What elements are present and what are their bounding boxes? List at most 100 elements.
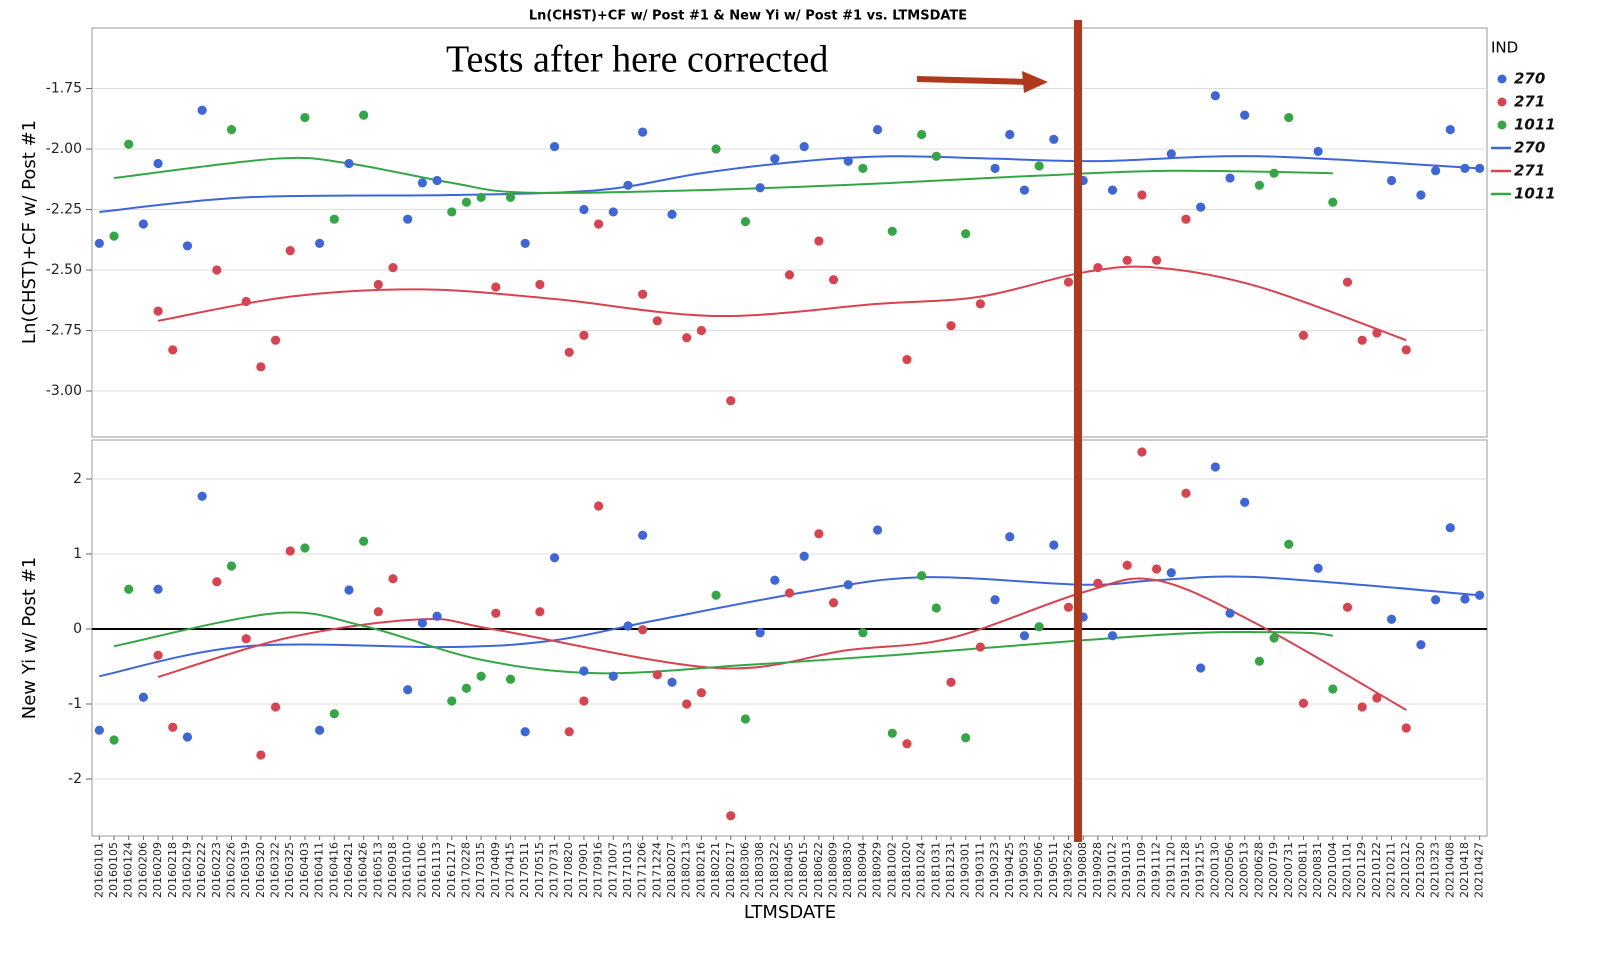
data-point <box>1107 631 1118 641</box>
data-point <box>315 725 325 735</box>
data-point <box>461 197 472 207</box>
data-point <box>1342 277 1353 287</box>
data-point <box>403 214 413 224</box>
data-point <box>990 163 1000 173</box>
x-tick-label: 20180622 <box>812 842 825 898</box>
x-tick-label: 20170409 <box>489 842 502 898</box>
legend-label: 1011 <box>1514 185 1556 203</box>
x-tick-label: 20210418 <box>1458 842 1471 898</box>
data-point <box>168 722 178 732</box>
data-point <box>1152 564 1162 574</box>
annotation-arrowhead <box>1022 71 1048 93</box>
data-point <box>917 129 927 140</box>
data-point <box>579 696 589 706</box>
x-tick-label: 20191120 <box>1164 842 1177 898</box>
plot-frame <box>91 27 1488 438</box>
data-point <box>917 571 927 581</box>
x-tick-label: 20181031 <box>929 842 942 898</box>
y-tick-label: -2 <box>68 771 82 787</box>
data-point <box>300 112 310 123</box>
data-point <box>285 546 295 556</box>
data-point <box>1284 112 1294 123</box>
x-tick-label: 20171007 <box>606 842 619 898</box>
x-tick-label: 20160222 <box>195 842 208 898</box>
data-point <box>638 289 648 299</box>
data-point <box>1460 594 1470 604</box>
data-point <box>476 671 486 681</box>
data-point <box>726 396 736 406</box>
data-point <box>696 325 706 336</box>
data-point <box>226 125 237 135</box>
data-point <box>784 270 795 280</box>
data-point <box>344 158 354 169</box>
x-tick-label: 20190323 <box>988 842 1001 898</box>
x-tick-label: 20201129 <box>1355 842 1368 898</box>
plot-layer: -1.75 -2.00 -2.25 -2.50 -2.75 -3.00 2 1 0 -1 -2 201… <box>46 27 1556 898</box>
x-tick-label: 20190808 <box>1076 842 1089 898</box>
data-point <box>491 608 501 618</box>
data-point <box>447 696 457 706</box>
x-tick-label: 20181024 <box>915 842 928 898</box>
x-tick-label: 20180216 <box>694 842 707 898</box>
data-point <box>212 265 222 275</box>
data-point <box>608 671 618 681</box>
x-tick-label: 20171013 <box>621 842 634 898</box>
data-point <box>1093 578 1103 588</box>
data-point <box>1225 608 1235 618</box>
x-tick-label: 20191128 <box>1179 842 1192 898</box>
data-point <box>1005 129 1015 140</box>
data-point <box>828 598 839 608</box>
y-tick-label: 0 <box>73 621 82 637</box>
data-point <box>638 127 648 137</box>
data-point <box>770 575 780 585</box>
data-point <box>887 226 897 236</box>
data-point <box>1298 330 1309 340</box>
data-point <box>1328 684 1338 694</box>
x-tick-label: 20181002 <box>885 842 898 898</box>
data-point <box>1225 173 1235 183</box>
data-point <box>990 595 1000 605</box>
y-tick-label: -2.00 <box>46 141 82 157</box>
x-tick-label: 20200130 <box>1208 842 1221 898</box>
data-point <box>594 501 604 511</box>
legend-title: IND <box>1491 39 1518 57</box>
data-point <box>329 214 339 224</box>
smoother-line <box>99 155 1480 213</box>
data-point <box>197 105 207 115</box>
x-tick-label: 20160411 <box>313 842 326 898</box>
x-tick-label: 20191215 <box>1194 842 1207 898</box>
data-point <box>212 577 222 587</box>
data-point <box>182 732 193 742</box>
data-point <box>858 163 868 173</box>
x-tick-label: 20160416 <box>327 842 340 898</box>
data-point <box>1298 698 1309 708</box>
x-tick-label: 20160124 <box>122 842 135 898</box>
data-point <box>1063 277 1074 287</box>
data-point <box>241 634 251 644</box>
x-tick-label: 20210408 <box>1443 842 1456 898</box>
data-point <box>1416 640 1426 650</box>
x-tick-label: 20170901 <box>577 842 590 898</box>
y-tick-label: -1.75 <box>46 81 82 97</box>
smoother-line <box>157 577 1407 711</box>
x-tick-label: 20200811 <box>1296 842 1309 898</box>
x-tick-label: 20180308 <box>753 842 766 898</box>
data-point <box>505 674 516 684</box>
x-tick-label: 20160426 <box>357 842 370 898</box>
y-tick-label: 1 <box>73 546 82 562</box>
data-point <box>256 362 266 372</box>
data-point <box>270 702 281 712</box>
data-point <box>1019 631 1030 641</box>
chart-title: Ln(CHST)+CF w/ Post #1 & New Yi w/ Post … <box>529 9 967 24</box>
x-tick-label: 20180322 <box>768 842 781 898</box>
y-tick-label: 2 <box>73 471 82 487</box>
data-point <box>594 219 604 229</box>
data-point <box>946 321 956 331</box>
x-axis-label: LTMSDATE <box>744 902 836 923</box>
x-tick-label: 20201101 <box>1341 842 1354 898</box>
legend-label: 270 <box>1514 70 1545 88</box>
data-point <box>799 141 809 152</box>
x-tick-label: 20160319 <box>239 842 252 898</box>
data-point <box>153 650 163 660</box>
